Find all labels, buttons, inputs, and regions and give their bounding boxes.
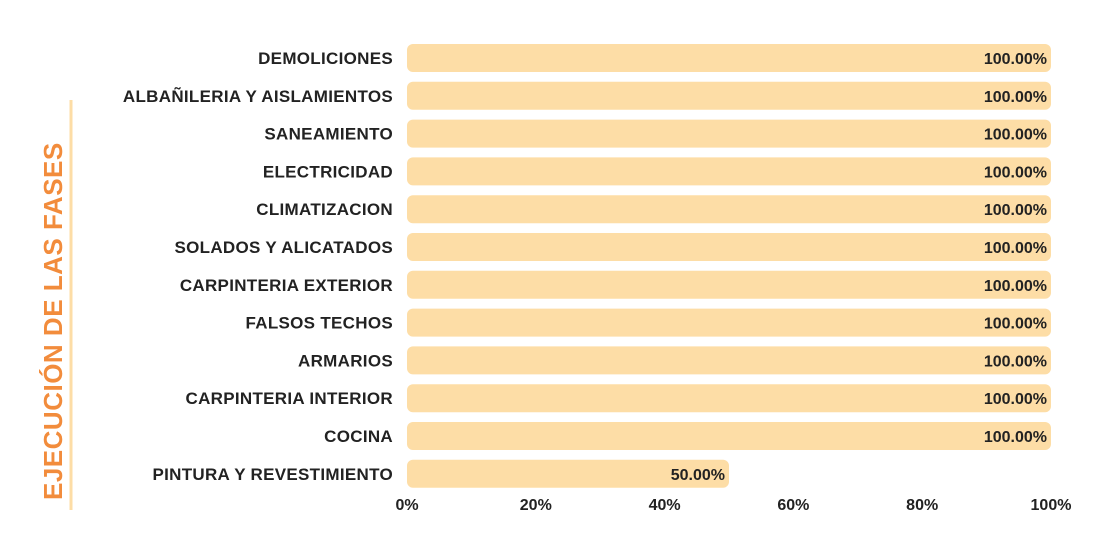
bar	[407, 270, 1051, 299]
category-label: ARMARIOS	[298, 351, 393, 370]
value-labels: 100.00% 100.00% 100.00% 100.00% 100.00% 100.0…	[671, 51, 1047, 484]
bar	[407, 81, 1051, 110]
value-label: 100.00%	[984, 353, 1047, 370]
bar	[407, 459, 729, 488]
value-label: 100.00%	[984, 164, 1047, 181]
category-label: FALSOS TECHOS	[246, 314, 393, 333]
bar	[407, 233, 1051, 261]
x-tick-label: 40%	[649, 497, 681, 514]
x-tick-label: 100%	[1031, 497, 1072, 514]
x-tick-label: 20%	[520, 497, 552, 514]
bar	[407, 157, 1051, 186]
x-tick-label: 0%	[395, 497, 418, 514]
bar	[407, 346, 1051, 375]
category-labels: DEMOLICIONES ALBAÑILERIA Y AISLAMIENTOS SA…	[123, 49, 393, 484]
x-tick-label: 60%	[777, 497, 809, 514]
bar	[407, 195, 1051, 224]
category-label: CARPINTERIA INTERIOR	[186, 389, 394, 408]
value-label: 100.00%	[984, 240, 1047, 257]
x-tick-label: 80%	[906, 497, 938, 514]
x-axis-ticks: 0% 20% 40% 60% 80% 100%	[395, 497, 1071, 514]
value-label: 100.00%	[984, 89, 1047, 106]
category-label: DEMOLICIONES	[258, 49, 393, 68]
value-label: 100.00%	[984, 429, 1047, 446]
value-label: 100.00%	[984, 316, 1047, 333]
category-label: SOLADOS Y ALICATADOS	[174, 238, 393, 257]
category-label: ALBAÑILERIA Y AISLAMIENTOS	[123, 86, 393, 106]
bar	[407, 44, 1051, 72]
category-label: SANEAMIENTO	[264, 125, 393, 144]
value-label: 100.00%	[984, 391, 1047, 408]
value-label: 100.00%	[984, 278, 1047, 295]
bars	[407, 44, 1051, 488]
y-axis-title: EJECUCIÓN DE LAS FASES	[38, 142, 68, 500]
bar	[407, 422, 1051, 450]
value-label: 50.00%	[671, 467, 725, 484]
category-label: CARPINTERIA EXTERIOR	[180, 276, 393, 295]
value-label: 100.00%	[984, 127, 1047, 144]
bar	[407, 384, 1051, 413]
bar	[407, 119, 1051, 148]
category-label: ELECTRICIDAD	[263, 162, 393, 181]
bar	[407, 308, 1051, 337]
value-label: 100.00%	[984, 202, 1047, 219]
category-label: CLIMATIZACION	[256, 200, 393, 219]
category-label: COCINA	[324, 427, 393, 446]
category-label: PINTURA Y REVESTIMIENTO	[152, 465, 393, 484]
value-label: 100.00%	[984, 51, 1047, 68]
